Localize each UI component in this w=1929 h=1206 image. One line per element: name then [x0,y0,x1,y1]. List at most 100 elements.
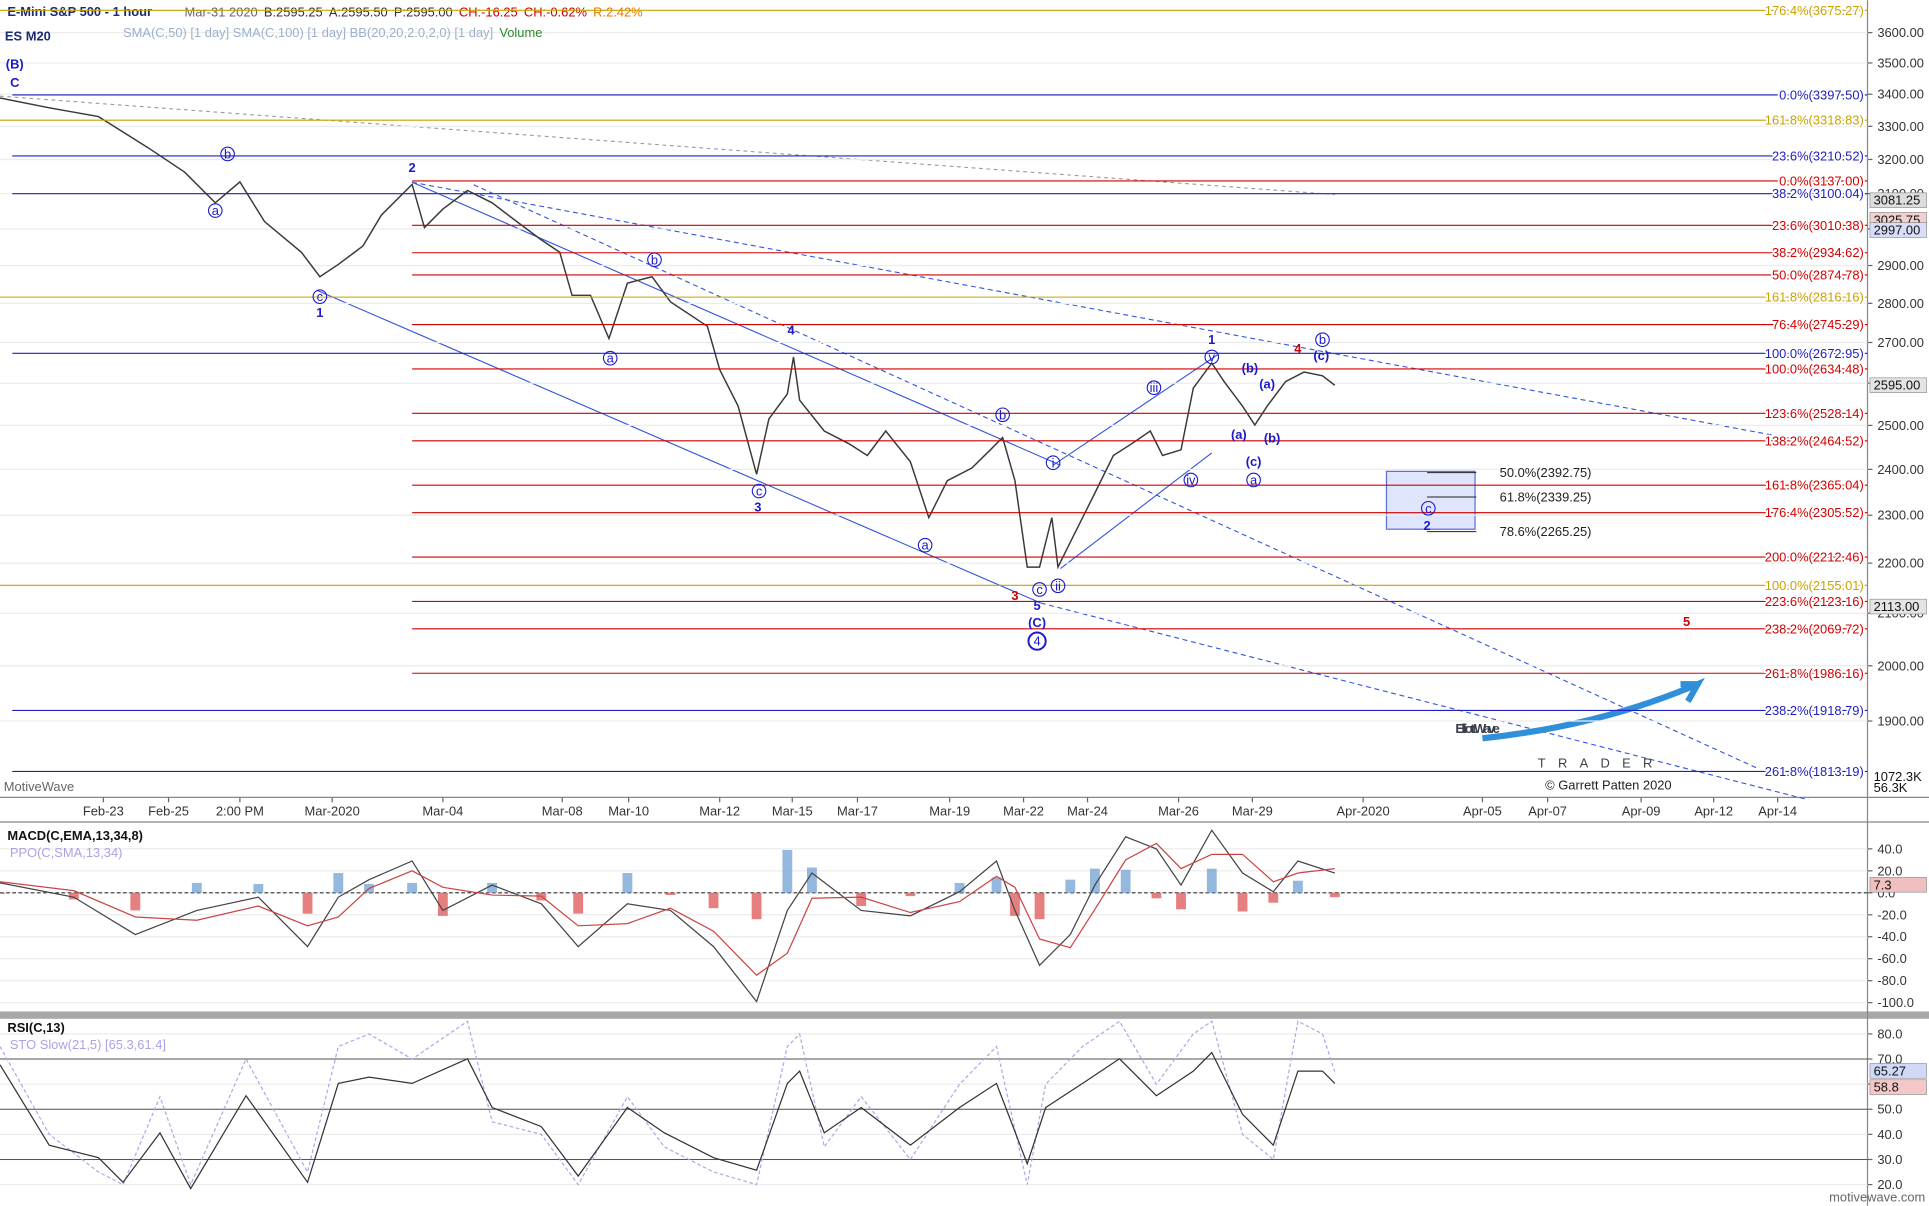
histogram-bar [130,892,141,911]
histogram-bar [905,892,916,897]
logo-swoosh [1482,677,1705,742]
wave-circle [1032,582,1047,597]
wave-circle [1146,380,1162,396]
fib-level-label: 138.2%(2464.52) [1765,433,1864,448]
histogram-bar [1120,869,1131,893]
fib-level-label: 100.0%(2634.48) [1765,361,1864,376]
panel-title: ES M20 [5,28,51,43]
y-tick-label: -80.0 [1877,973,1906,988]
wave-label: c [756,484,763,499]
volume-tag: 56.3K [1874,780,1908,795]
x-tick-label: Feb-23 [83,803,124,818]
quote-item: CH:-16.25 [459,4,518,19]
histogram-bar [1034,892,1045,920]
wave-circle [602,350,618,366]
x-tick-label: Feb-25 [148,803,189,818]
price-tag [1869,377,1927,393]
wave-label: 4 [787,322,795,337]
wave-circle [312,289,328,304]
chart-title: E-Mini S&P 500 - 1 hour [7,4,152,19]
wave-circle [1045,455,1061,471]
wave-circle [1420,500,1436,516]
price-tag-label: 58.8 [1874,1080,1899,1095]
wave-circle [1183,472,1199,488]
wave-label: v [1209,349,1216,364]
x-tick-label: Mar-17 [837,803,878,818]
panel-title: MACD(C,EMA,13,34,8) [7,828,143,843]
histogram-bar [1292,880,1303,893]
x-tick-label: Apr-12 [1694,803,1733,818]
x-tick-label: Apr-09 [1622,803,1661,818]
fib-level-label: 161.8%(2816.16) [1765,290,1864,305]
histogram-bar [333,873,344,893]
y-tick-label: 2200.00 [1877,556,1924,571]
fib-level-label: 76.4%(2745.29) [1772,317,1864,332]
price-tag [1869,192,1927,208]
indicator-list: SMA(C,50) [1 day] SMA(C,100) [1 day] BB(… [123,25,493,40]
wave-circle [207,203,223,218]
wave-label: 3 [754,500,761,515]
y-tick-label: 40.0 [1877,841,1902,856]
panel-title: RSI(C,13) [7,1020,64,1035]
histogram-bar [622,873,633,893]
y-tick-label: 3300.00 [1877,119,1924,134]
histogram-bar [751,892,762,920]
x-tick-label: Apr-14 [1758,803,1797,818]
wave-label: (a) [1231,427,1247,442]
histogram-bar [1010,892,1020,916]
wave-label: (B) [6,57,24,72]
histogram-bar [665,892,676,896]
histogram-bar [1268,892,1279,903]
histogram-bar [1176,892,1186,910]
wave-label: c [1036,582,1043,597]
wave-label: 4 [1294,341,1302,356]
wave-label: iii [1150,380,1159,395]
wave-label: i [1052,455,1055,470]
y-tick-label: 2500.00 [1877,418,1924,433]
histogram-bar [991,877,1002,893]
fib-level-label: 38.2%(3100.04) [1772,186,1864,201]
fib-level-label: 261.8%(1813.19) [1765,764,1864,779]
wave-circle [1315,332,1330,348]
wave-circle [1050,578,1066,594]
histogram-bar [807,867,817,893]
wave-circle [647,252,662,268]
wave-circle [917,537,933,553]
wave-label: b [224,146,231,161]
histogram-bar [0,892,5,894]
series-line [0,97,1336,570]
fib-level-label: 161.8%(3318.83) [1765,113,1864,128]
y-tick-label: -100.0 [1877,995,1914,1010]
indicators: SMA(C,50) [1 day] SMA(C,100) [1 day] BB(… [123,25,542,40]
trendline [0,95,1335,196]
price-tag [1869,1079,1927,1095]
wave-label: 5 [1033,598,1040,613]
box-level-label: 50.0%(2392.75) [1500,465,1592,480]
histogram-bar [573,892,584,914]
histogram-bar [437,892,448,916]
wave-label: 1 [316,305,323,320]
y-tick-label: 50.0 [1877,1102,1902,1117]
fib-level-label: 176.4%(3675.27) [1765,3,1864,18]
wave-label: 2 [409,160,416,175]
histogram-bar [302,892,313,914]
fib-level-label: 100.0%(2672.95) [1765,346,1864,361]
watermark: MotiveWave [4,779,75,794]
x-tick-label: Mar-24 [1067,803,1108,818]
trendline [1052,354,1219,466]
histogram-bar [253,884,264,893]
wave-label: b [651,252,658,267]
volume-tag: 1072.3K [1874,769,1922,784]
x-tick-label: Mar-08 [542,803,583,818]
trendline [1060,452,1213,569]
y-tick-label: 3200.00 [1877,152,1924,167]
histogram-bar [68,892,79,900]
y-tick-label: 70.0 [1877,1052,1902,1067]
logo-text: ElliottWave [1455,721,1499,736]
wave-label: (a) [1259,377,1275,392]
wave-label: 4 [1033,634,1040,649]
y-tick-label: 3400.00 [1877,87,1924,102]
series-line [0,842,1335,976]
y-tick-label: 20.0 [1877,863,1902,878]
